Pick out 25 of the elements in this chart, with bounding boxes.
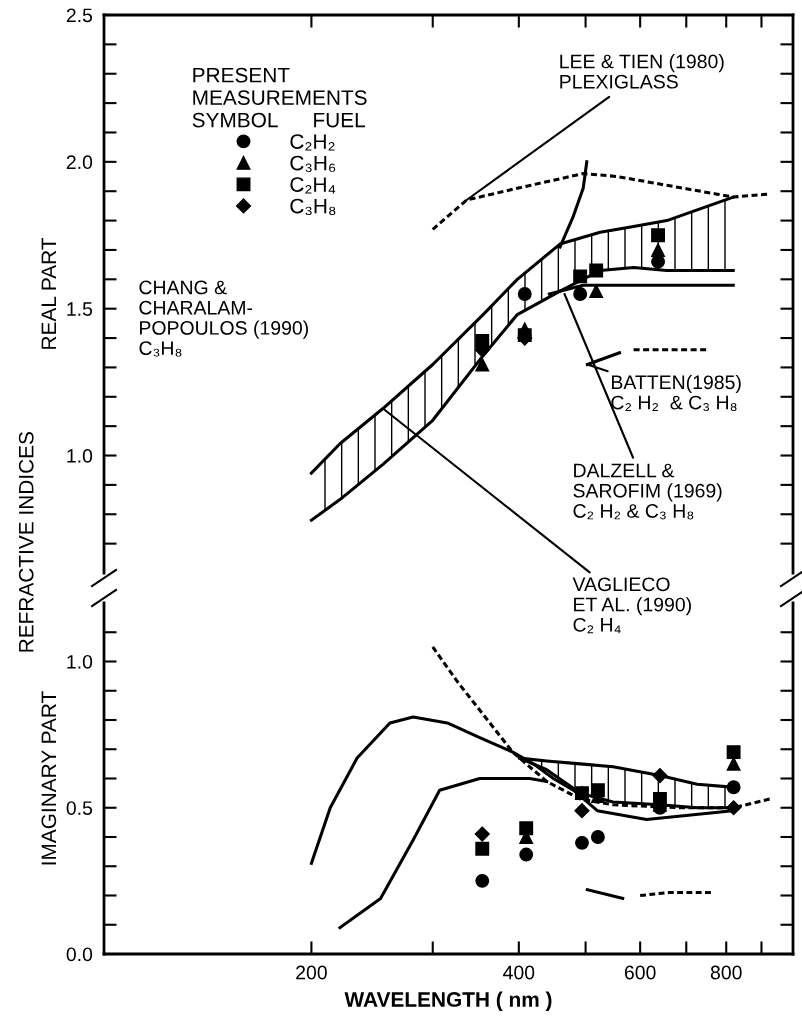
x-tick-label: 600 (624, 965, 656, 980)
y-tick-label: 2.5 (66, 8, 93, 23)
y-tick-label: 1.0 (67, 448, 93, 463)
y-axis-title: REAL PART (41, 237, 56, 349)
y-tick-label: 1.0 (67, 654, 93, 669)
legend-label: C₃H₆ (290, 155, 336, 173)
legend-title: PRESENT MEASUREMENTS SYMBOL FUEL (192, 67, 367, 128)
annotation: BATTEN(1985) C₂ H₂ & C₃ H₈ (611, 374, 741, 412)
y-axis-title: IMAGINARY PART (41, 691, 57, 865)
legend-label: C₃H₈ (290, 198, 336, 216)
annotation: VAGLIECO ET AL. (1990) C₂ H₄ (572, 577, 691, 634)
legend-label: C₂H₄ (290, 177, 336, 194)
text: REFRACTIVE INDICES (18, 432, 34, 652)
x-axis-title: WAVELENGTH ( nm ) (344, 991, 552, 1011)
annotation: LEE & TIEN (1980) PLEXIGLASS (560, 54, 724, 89)
x-tick-label: 200 (296, 965, 327, 980)
legend-label: C₂H₂ (290, 134, 335, 151)
x-tick-label: 800 (710, 965, 742, 980)
annotation: CHANG & CHARALAM- POPOULOS (1990) C₃H₈ (139, 280, 308, 357)
annotation: DALZELL & SAROFIM (1969) C₂ H₂ & C₃ H₈ (573, 463, 722, 520)
y-tick-label: 2.0 (66, 155, 93, 170)
x-tick-label: 400 (503, 965, 535, 980)
y-tick-label: 0.0 (66, 947, 93, 962)
y-tick-label: 1.5 (67, 302, 93, 316)
y-tick-label: 0.5 (66, 801, 93, 815)
